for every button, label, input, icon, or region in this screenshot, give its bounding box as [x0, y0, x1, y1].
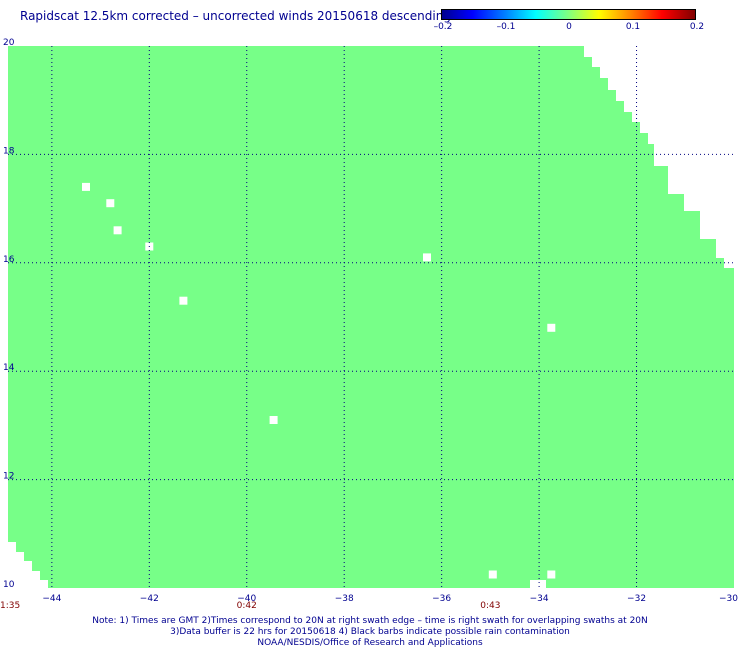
- colorbar: [441, 9, 696, 20]
- missing-cell: [82, 182, 90, 191]
- lon-tick-label: −40: [237, 594, 256, 604]
- lon-tick-label: −36: [432, 594, 451, 604]
- lon-tick-label: −32: [627, 594, 646, 604]
- lat-tick-label: 12: [3, 472, 14, 482]
- lat-tick-label: 18: [3, 146, 15, 156]
- lat-tick-label: 16: [3, 255, 15, 265]
- missing-cell: [106, 199, 115, 208]
- missing-cell: [547, 323, 556, 332]
- pass-time-label: 0:43: [480, 601, 500, 611]
- note-line-1: Note: 1) Times are GMT 2)Times correspon…: [92, 616, 648, 626]
- swath-data-area: [8, 46, 734, 588]
- pass-time-label: 1:35: [0, 601, 20, 611]
- colorbar-tick-label: 0.2: [689, 22, 705, 32]
- colorbar-tick-label: –0.1: [496, 22, 516, 32]
- chart-title: Rapidscat 12.5km corrected – uncorrected…: [20, 9, 451, 23]
- graticule: [8, 46, 734, 588]
- lon-tick-label: −30: [719, 594, 738, 604]
- colorbar-tick-label: –0.2: [433, 22, 453, 32]
- pass-time-label: 0:42: [237, 601, 257, 611]
- colorbar-tick-label: 0.1: [625, 22, 641, 32]
- axis-labels: 20 18 16 14 12 10 −44 −42 −40 −38 −36 −34 −32 −30 1:35…: [0, 38, 738, 611]
- note-line-2: 3)Data buffer is 22 hrs for 20150618 4) …: [170, 627, 570, 637]
- footnotes: Note: 1) Times are GMT 2)Times correspon…: [0, 616, 740, 649]
- missing-cell: [179, 296, 188, 305]
- missing-cell: [530, 580, 546, 588]
- colorbar-tick-label: 0: [566, 22, 572, 32]
- lon-tick-label: −34: [530, 594, 549, 604]
- note-line-3: NOAA/NESDIS/Office of Research and Appli…: [257, 638, 483, 648]
- swath-fill: [8, 46, 734, 588]
- missing-cell: [488, 570, 497, 579]
- missing-cell: [423, 253, 431, 262]
- missing-cell: [269, 416, 278, 424]
- lat-tick-label: 10: [3, 580, 15, 590]
- lat-tick-label: 14: [3, 363, 15, 373]
- lon-tick-label: −44: [42, 594, 61, 604]
- missing-cell: [113, 226, 122, 235]
- missing-cell: [547, 570, 556, 579]
- lon-tick-label: −42: [140, 594, 159, 604]
- lon-tick-label: −38: [335, 594, 354, 604]
- lat-tick-label: 20: [3, 38, 15, 48]
